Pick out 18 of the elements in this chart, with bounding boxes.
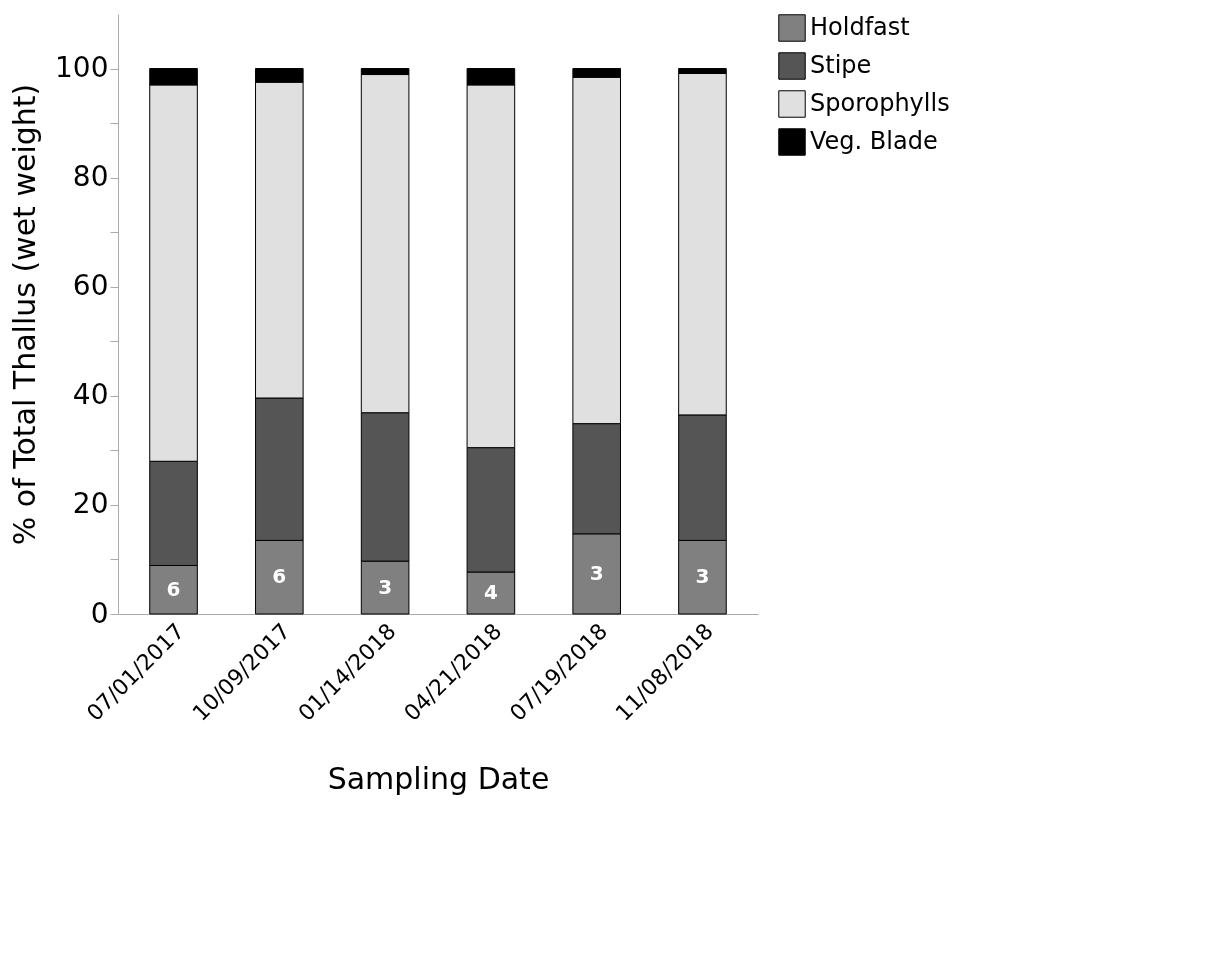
y-axis-title: % of Total Thallus (wet weight) xyxy=(7,83,43,546)
y-tick-label: 40 xyxy=(72,378,109,412)
annotation: 3 xyxy=(695,564,710,589)
annotation: 3 xyxy=(378,574,393,599)
y-tick-label: 100 xyxy=(55,51,109,85)
legend-label: Holdfast xyxy=(810,13,910,41)
legend-label: Veg. Blade xyxy=(810,127,938,155)
x-axis-title: Sampling Date xyxy=(327,761,550,797)
legend-label: Sporophylls xyxy=(810,89,950,117)
annotation: 4 xyxy=(483,580,498,604)
annotation: 6 xyxy=(272,564,287,589)
y-tick-label: 60 xyxy=(72,269,109,303)
y-tick-label: 80 xyxy=(72,160,109,194)
y-tick-label: 20 xyxy=(72,487,109,521)
legend-label: Stipe xyxy=(810,51,872,79)
annotation: 6 xyxy=(166,576,181,601)
y-tick-label: 0 xyxy=(90,596,109,630)
annotation: 3 xyxy=(589,560,604,585)
